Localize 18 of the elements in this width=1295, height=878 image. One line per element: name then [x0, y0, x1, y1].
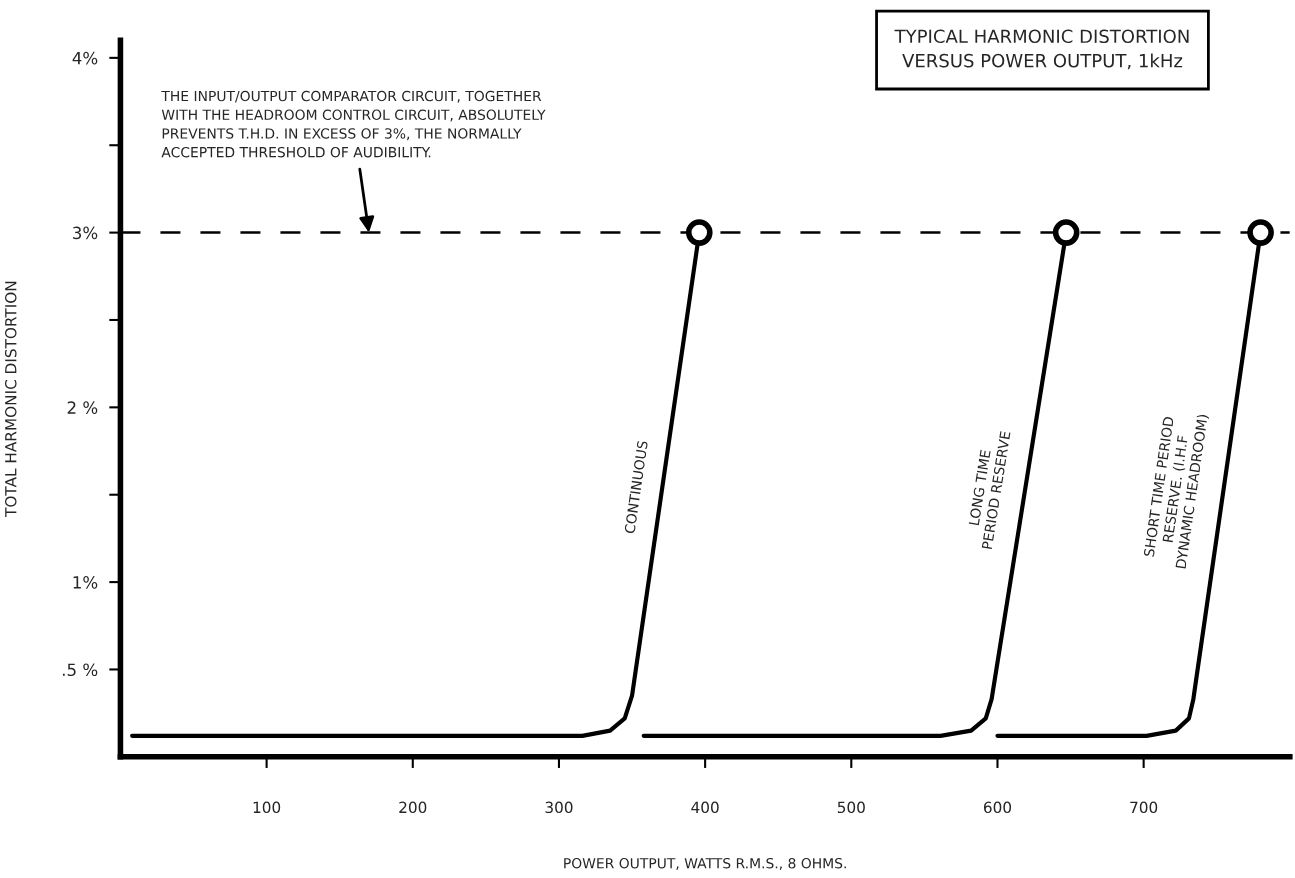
x-tick-label: 700 [1130, 801, 1158, 814]
x-tick-label: 500 [837, 801, 865, 814]
x-tick-label: 600 [983, 801, 1012, 814]
x-tick-label: 100 [253, 801, 281, 814]
text: CONTINUOUS [624, 440, 648, 534]
x-tick-label: 300 [545, 801, 573, 814]
annotation: THE INPUT/OUTPUT COMPARATOR CIRCUIT, TOGETHER WITH THE HEADROOM CONTROL CIRCUIT, ABSOLUTELY PREVENTS T.H.D. IN EXCESS OF 3%, THE NORMALLY ACCEPTED THRESHOLD OF AUDIBILITY. [161, 90, 546, 158]
chart-title: TYPICAL HARMONIC DISTORTION VERSUS POWER OUTPUT, 1kHz [894, 29, 1189, 70]
y-axis-title: TOTAL HARMONIC DISTORTION [5, 281, 17, 517]
text: LONG TIME PERIOD RESERVE [968, 431, 1011, 550]
x-axis-title: POWER OUTPUT, WATTS R.M.S., 8 OHMS. [564, 857, 846, 870]
y-tick-label: 3% [73, 226, 98, 240]
y-tick-label: 2 % [67, 401, 98, 414]
x-tick-label: 400 [691, 801, 719, 814]
y-tick-label: .5 % [62, 663, 98, 677]
y-tick-label: 4% [72, 51, 98, 65]
x-tick-label: 200 [399, 801, 427, 814]
y-tick-label: 1% [73, 576, 98, 589]
